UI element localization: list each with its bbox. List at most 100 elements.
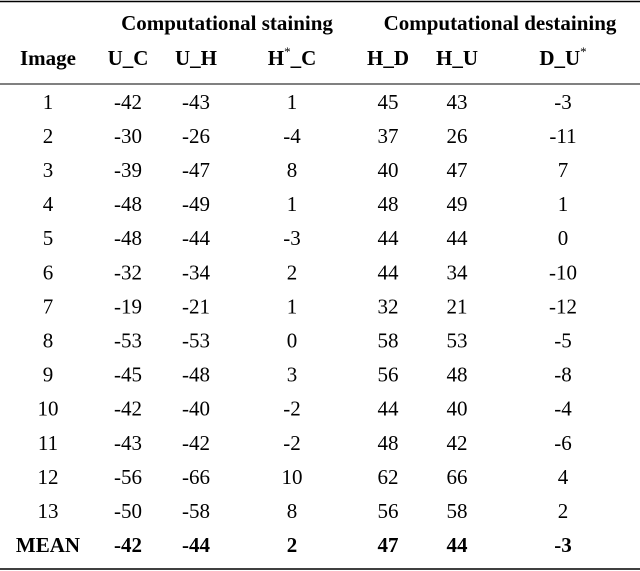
cell: -12 [549, 294, 577, 318]
cell: 56 [378, 363, 399, 387]
cell: -2 [283, 397, 301, 421]
cell: 43 [447, 90, 468, 114]
cell: -5 [554, 329, 572, 353]
cell: -30 [114, 124, 142, 148]
cell: -47 [182, 158, 210, 182]
row-label: 13 [38, 499, 59, 523]
row-label: 2 [43, 124, 54, 148]
column-header: D_U* [539, 44, 586, 70]
header-base: H [268, 46, 284, 70]
cell: 0 [287, 329, 298, 353]
mean-label: MEAN [16, 533, 80, 557]
cell: 44 [447, 226, 469, 250]
cell: -8 [554, 363, 572, 387]
header-sup: * [580, 44, 587, 59]
cell: -44 [182, 226, 210, 250]
cell: -2 [283, 431, 301, 455]
mean-cell: -42 [114, 533, 142, 557]
cell: -10 [549, 260, 577, 284]
cell: -58 [182, 499, 210, 523]
row-label: 9 [43, 363, 54, 387]
header-rest: _C [290, 46, 317, 70]
cell: -66 [182, 465, 210, 489]
cell: -48 [182, 363, 210, 387]
cell: -48 [114, 192, 142, 216]
row-label: 5 [43, 226, 54, 250]
cell: -32 [114, 260, 142, 284]
cell: 47 [447, 158, 468, 182]
row-label: 1 [43, 90, 54, 114]
cell: -3 [554, 90, 572, 114]
cell: -3 [283, 226, 301, 250]
cell: -40 [182, 397, 210, 421]
cell: 49 [447, 192, 468, 216]
cell: -42 [182, 431, 210, 455]
cell: 26 [447, 124, 468, 148]
mean-cell: 44 [447, 533, 469, 557]
cell: 58 [447, 499, 468, 523]
cell: -53 [114, 329, 142, 353]
cell: 3 [287, 363, 298, 387]
row-label: 12 [38, 465, 59, 489]
row-label: 11 [38, 431, 58, 455]
cell: 8 [287, 158, 298, 182]
row-label: 8 [43, 329, 54, 353]
cell: -39 [114, 158, 142, 182]
cell: -42 [114, 397, 142, 421]
row-label: 4 [43, 192, 54, 216]
column-header: U_C [108, 46, 149, 70]
group-header: Computational destaining [384, 11, 617, 35]
cell: -34 [182, 260, 210, 284]
cell: 2 [287, 260, 298, 284]
cell: 53 [447, 329, 468, 353]
column-header: Image [20, 46, 76, 70]
group-header: Computational staining [121, 11, 333, 35]
cell: 34 [447, 260, 469, 284]
cell: 1 [287, 294, 298, 318]
cell: 48 [378, 431, 399, 455]
column-header: H_D [367, 46, 409, 70]
column-header: H*_C [268, 44, 317, 70]
cell: -48 [114, 226, 142, 250]
cell: -6 [554, 431, 572, 455]
cell: -21 [182, 294, 210, 318]
column-header: H_U [436, 46, 478, 70]
cell: -11 [549, 124, 576, 148]
cell: 37 [378, 124, 399, 148]
cell: 4 [558, 465, 569, 489]
cell: 10 [282, 465, 303, 489]
cell: 45 [378, 90, 399, 114]
mean-cell: 47 [378, 533, 399, 557]
cell: -43 [182, 90, 210, 114]
cell: -4 [283, 124, 301, 148]
cell: 1 [287, 90, 298, 114]
cell: 48 [378, 192, 399, 216]
row-label: 6 [43, 260, 54, 284]
cell: 62 [378, 465, 399, 489]
cell: 2 [558, 499, 569, 523]
row-label: 7 [43, 294, 54, 318]
cell: 48 [447, 363, 468, 387]
cell: -49 [182, 192, 210, 216]
cell: 32 [378, 294, 399, 318]
cell: 44 [378, 260, 400, 284]
cell: -42 [114, 90, 142, 114]
cell: 1 [558, 192, 569, 216]
cell: -26 [182, 124, 210, 148]
cell: 40 [378, 158, 399, 182]
header-base: D_U [539, 46, 580, 70]
cell: 44 [378, 397, 400, 421]
cell: -53 [182, 329, 210, 353]
mean-cell: -44 [182, 533, 210, 557]
cell: 58 [378, 329, 399, 353]
header-sup: * [284, 44, 291, 59]
mean-cell: -3 [554, 533, 572, 557]
cell: 1 [287, 192, 298, 216]
mean-cell: 2 [287, 533, 298, 557]
column-header: U_H [175, 46, 217, 70]
cell: 7 [558, 158, 569, 182]
cell: 66 [447, 465, 468, 489]
cell: 56 [378, 499, 399, 523]
cell: -4 [554, 397, 572, 421]
